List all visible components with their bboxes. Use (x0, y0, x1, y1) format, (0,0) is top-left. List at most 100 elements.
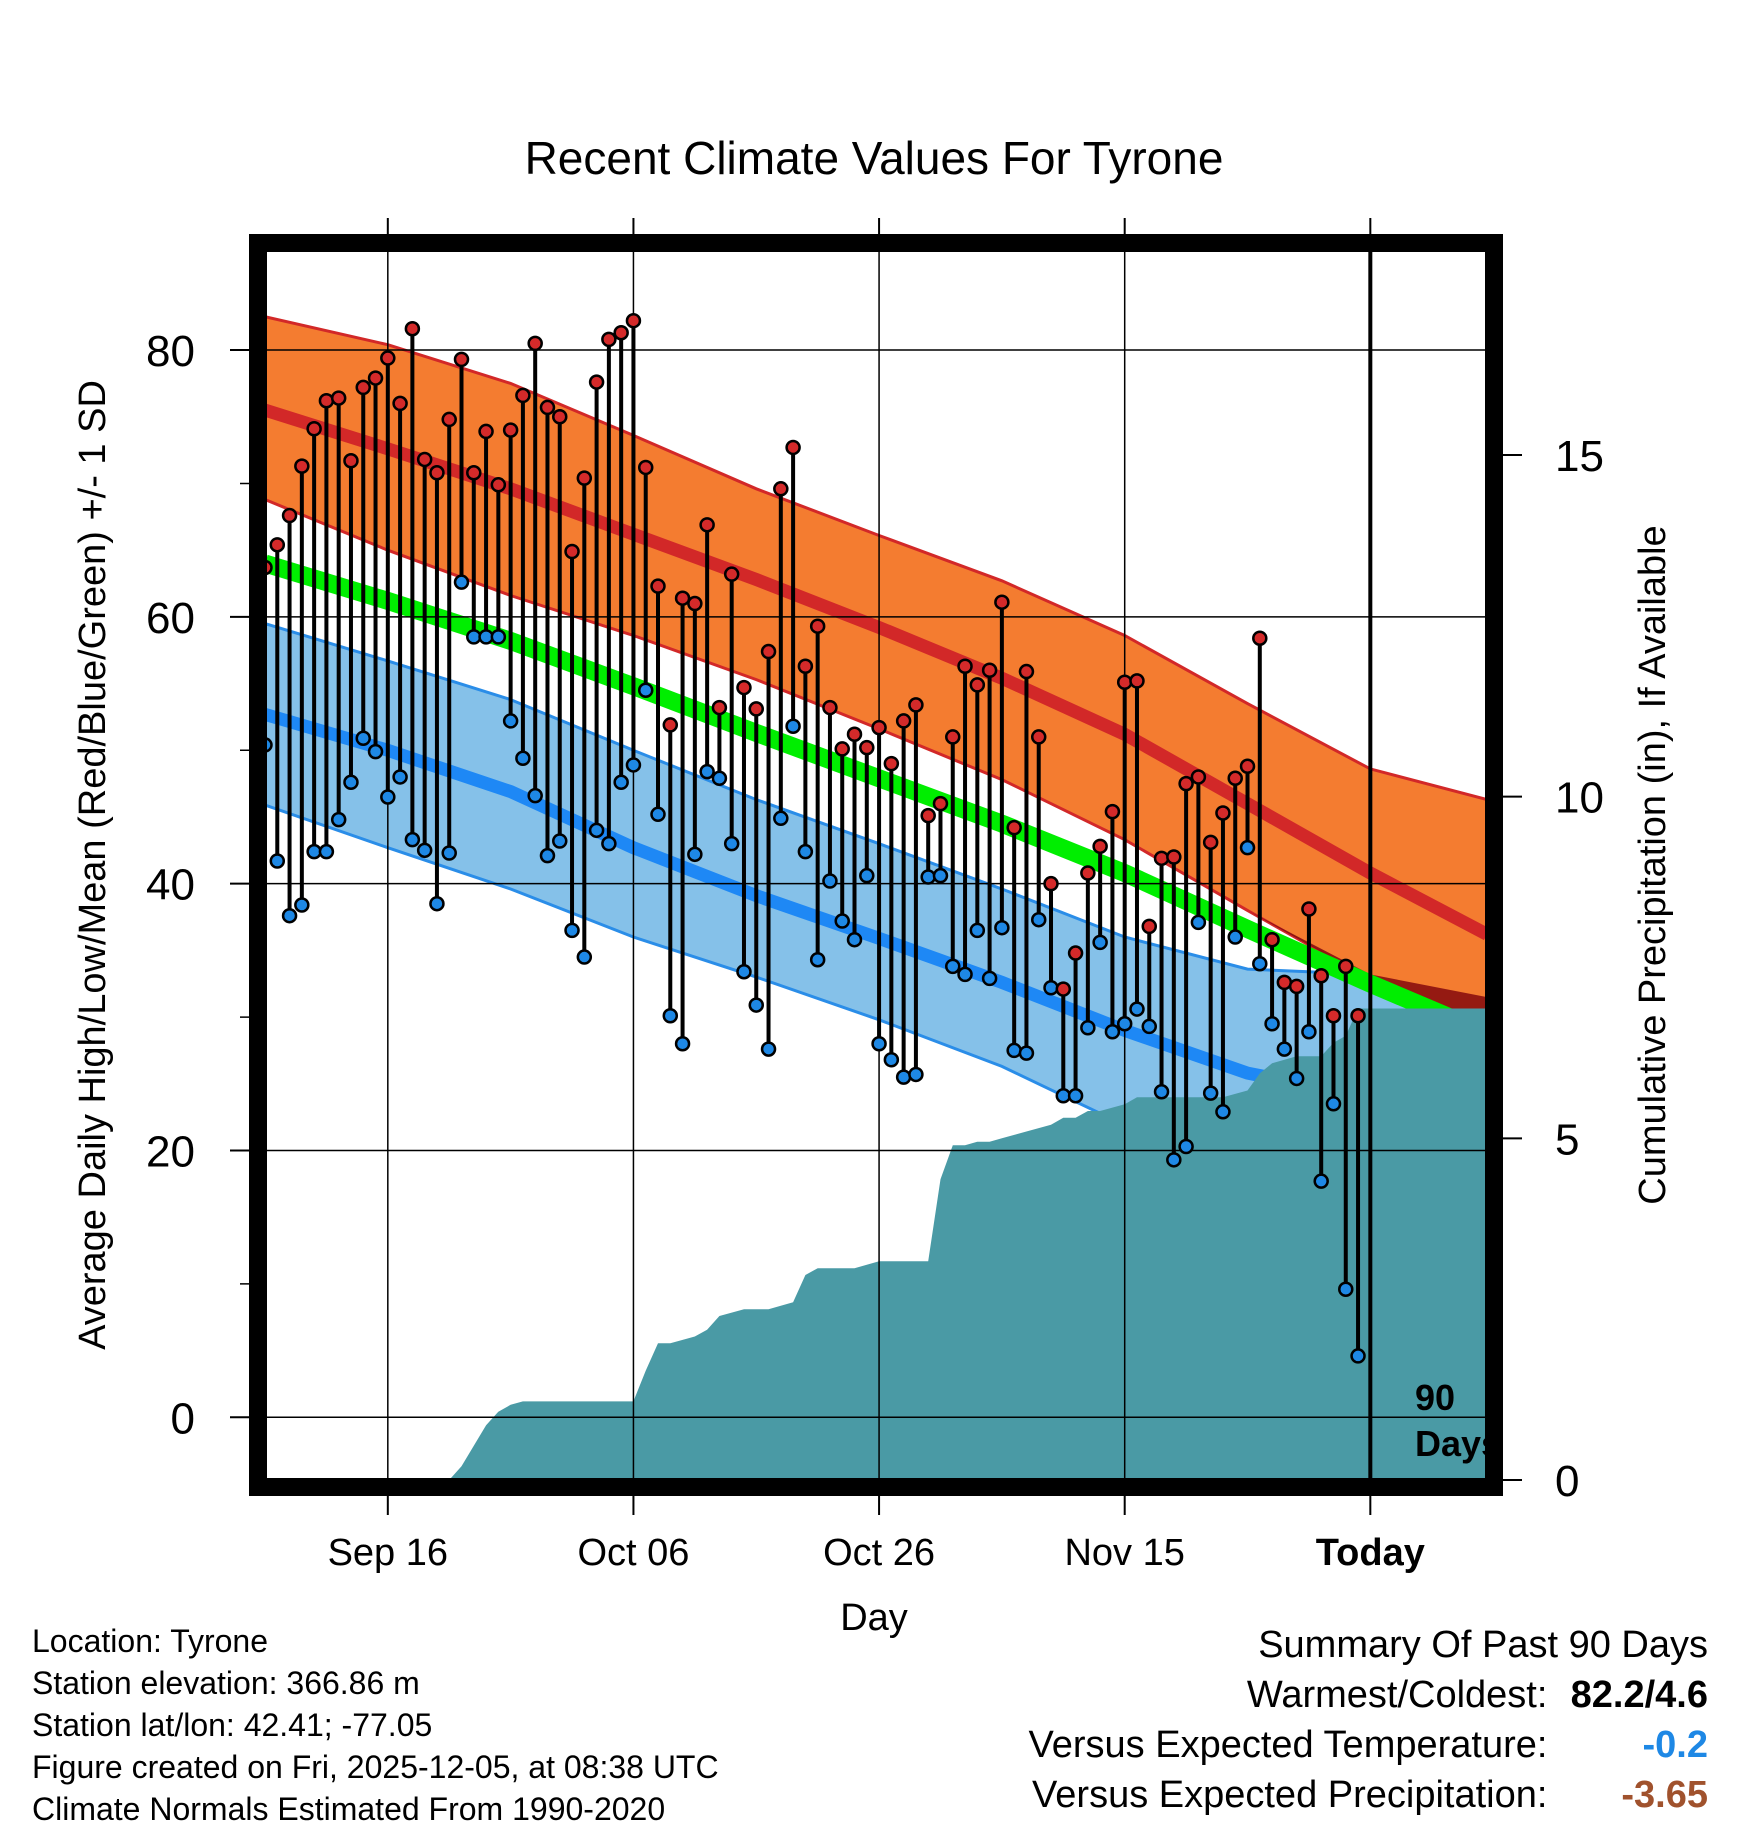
daily-low-point (883, 1052, 900, 1068)
summary-title: Summary Of Past 90 Days (1258, 1624, 1708, 1666)
daily-high-point (527, 335, 543, 352)
daily-low-point (453, 574, 470, 590)
daily-low-point (760, 1041, 777, 1057)
daily-high-point (466, 465, 482, 481)
daily-high-point (367, 370, 384, 386)
daily-low-point (613, 774, 629, 791)
daily-high-point (809, 618, 826, 634)
daily-high-point (1067, 945, 1084, 961)
daily-high-point (380, 350, 396, 366)
daily-low-point (429, 895, 445, 912)
daily-high-point (490, 477, 507, 493)
daily-low-point (1067, 1088, 1084, 1104)
daily-high-point (662, 717, 679, 733)
daily-high-point (429, 465, 445, 481)
daily-low-point (871, 1036, 887, 1052)
daily-low-point (945, 958, 961, 975)
daily-low-point (367, 743, 384, 760)
daily-low-point (834, 913, 850, 929)
daily-high-point (945, 729, 961, 745)
daily-low-point (785, 718, 801, 735)
station-latlon: Station lat/lon: 42.41; -77.05 (32, 1707, 433, 1743)
daily-low-point (588, 822, 605, 839)
warmest-coldest-value: 82.2/4.6 (1570, 1674, 1708, 1716)
daily-low-point (1030, 911, 1047, 928)
daily-low-point (1190, 914, 1207, 931)
station-elevation: Station elevation: 366.86 m (32, 1665, 420, 1701)
daily-low-point (723, 835, 740, 852)
x-tick-label: Oct 06 (577, 1532, 689, 1574)
daily-high-point (1129, 673, 1145, 689)
daily-high-point (1252, 630, 1268, 646)
daily-high-point (797, 658, 814, 674)
daily-low-point (1338, 1281, 1354, 1297)
daily-high-point (478, 423, 494, 440)
daily-low-point (846, 931, 863, 948)
daily-low-point (1043, 979, 1059, 996)
daily-low-point (576, 949, 593, 965)
daily-low-point (1325, 1096, 1342, 1112)
daily-low-point (1104, 1024, 1121, 1040)
daily-low-point (1252, 955, 1268, 972)
daily-low-point (822, 873, 838, 889)
summary-precipitation: Versus Expected Precipitation: -3.65 (1029, 1770, 1708, 1820)
daily-high-point (1116, 674, 1133, 690)
daily-high-point (822, 699, 838, 716)
daily-high-point (330, 390, 347, 406)
daily-low-point (736, 963, 752, 980)
daily-high-point (736, 679, 752, 696)
daily-low-point (1215, 1104, 1231, 1120)
daily-high-point (343, 453, 359, 469)
daily-high-point (601, 331, 617, 348)
y2-tick-label: 10 (1555, 774, 1604, 823)
precip-versus-label: Versus Expected Precipitation: (1032, 1774, 1548, 1816)
daily-low-point (1276, 1041, 1293, 1057)
precip-area (265, 1008, 1487, 1480)
daily-high-point (441, 411, 457, 428)
daily-low-point (1141, 1018, 1158, 1035)
daily-low-point (1153, 1084, 1170, 1100)
daily-low-point (809, 951, 826, 968)
daily-high-point (294, 458, 310, 474)
daily-high-point (502, 422, 519, 438)
daily-low-point (1227, 929, 1243, 945)
daily-high-point (564, 543, 580, 560)
daily-low-point (1178, 1138, 1194, 1155)
daily-low-point (380, 789, 396, 805)
daily-low-point (601, 835, 617, 852)
daily-low-point (281, 907, 298, 924)
daily-high-point (637, 459, 654, 476)
daily-high-point (404, 320, 421, 337)
daily-high-point (1178, 775, 1194, 792)
chart-title: Recent Climate Values For Tyrone (525, 132, 1224, 184)
today-marker-label-1: 90 (1415, 1377, 1455, 1418)
daily-high-point (650, 578, 666, 594)
daily-high-point (1338, 958, 1354, 975)
y-tick-label: 40 (146, 861, 195, 910)
x-axis-label: Day (840, 1597, 908, 1639)
daily-high-point (908, 697, 924, 713)
daily-low-point (1116, 1016, 1133, 1032)
daily-high-point (994, 594, 1010, 610)
daily-high-point (1153, 850, 1170, 867)
daily-low-point (269, 853, 286, 869)
daily-low-point (908, 1066, 924, 1083)
daily-high-point (932, 795, 949, 812)
daily-high-point (699, 517, 715, 533)
daily-high-point (625, 312, 642, 329)
daily-low-point (527, 787, 543, 804)
daily-high-point (773, 481, 789, 497)
daily-high-point (613, 324, 629, 341)
axes: 0 20 40 60 80 0 5 10 15 Sep 16 Oct 06 Oct 26 Nov 15 T… (146, 218, 1604, 1574)
daily-data (257, 312, 1366, 1364)
daily-high-point (1092, 838, 1108, 855)
warmest-coldest-label: Warmest/Coldest: (1246, 1674, 1548, 1716)
daily-low-point (625, 757, 642, 773)
summary-warmest-coldest: Warmest/Coldest: 82.2/4.6 (1029, 1670, 1708, 1720)
daily-high-point (920, 807, 936, 824)
y2-tick-label: 5 (1555, 1115, 1579, 1164)
daily-low-point (490, 629, 507, 645)
daily-high-point (1104, 803, 1121, 820)
precip-versus-value: -3.65 (1621, 1774, 1708, 1816)
daily-low-point (330, 811, 347, 828)
